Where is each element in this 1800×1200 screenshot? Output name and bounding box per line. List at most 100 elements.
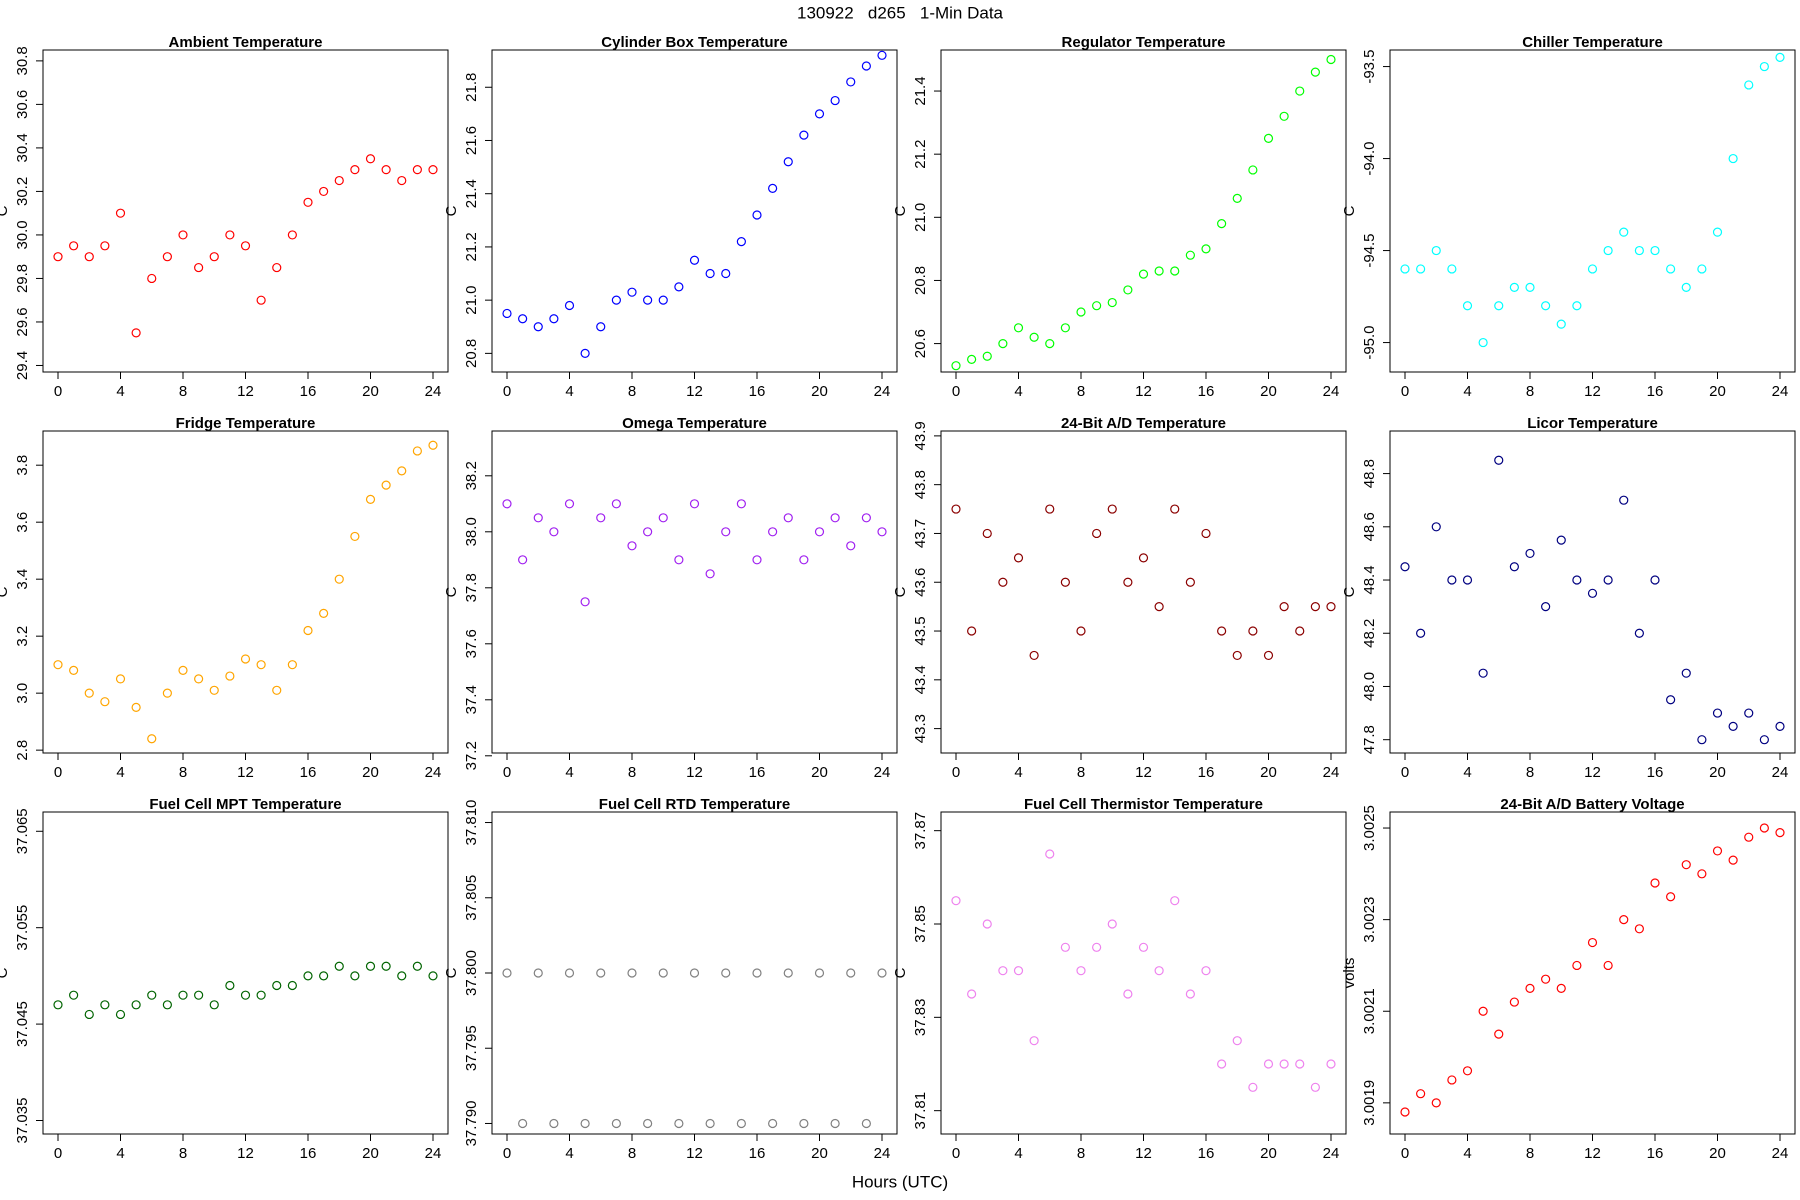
data-point [1232, 1036, 1242, 1046]
x-tick-label: 8 [628, 764, 636, 781]
x-tick-label: 12 [1135, 764, 1152, 781]
data-point [533, 322, 543, 332]
data-point [1123, 285, 1133, 295]
y-tick-label: 30.8 [14, 46, 31, 75]
data-point [1201, 966, 1211, 976]
data-point [272, 980, 282, 991]
data-point [736, 237, 746, 247]
data-point [643, 1118, 653, 1129]
data-point [721, 527, 731, 537]
data-point [1217, 219, 1227, 229]
data-point [861, 513, 871, 523]
data-point [1447, 264, 1457, 274]
data-point [53, 1000, 63, 1010]
x-tick-label: 4 [116, 764, 124, 781]
data-point [1775, 721, 1785, 731]
data-point [1697, 735, 1707, 745]
y-tick-label: 37.6 [463, 629, 480, 658]
x-tick-label: 0 [503, 383, 511, 400]
data-point [1666, 892, 1676, 902]
data-point [1201, 528, 1211, 539]
x-tick-label: 4 [1014, 1145, 1022, 1162]
data-point [319, 186, 329, 197]
data-point [1279, 602, 1289, 612]
y-axis-label: C [443, 967, 460, 978]
y-tick-label: 37.055 [14, 905, 31, 951]
data-point [147, 990, 157, 1000]
data-point [178, 990, 188, 1000]
x-tick-label: 24 [425, 1145, 442, 1162]
data-point [334, 175, 344, 186]
x-tick-label: 16 [1647, 1145, 1664, 1162]
data-point [1248, 1082, 1258, 1092]
data-point [1123, 577, 1133, 587]
plot-frame [42, 811, 449, 1135]
data-point [209, 1000, 219, 1010]
x-tick-label: 12 [686, 764, 703, 781]
data-point [365, 154, 376, 164]
data-point [397, 466, 407, 476]
data-point [967, 626, 977, 636]
data-point [256, 990, 266, 1000]
data-point [1326, 1059, 1336, 1069]
panel-title: 24-Bit A/D Battery Voltage [1500, 796, 1684, 813]
data-point [861, 61, 871, 71]
x-tick-label: 20 [811, 1145, 828, 1162]
data-point [350, 971, 360, 981]
y-tick-label: 47.8 [1361, 725, 1378, 754]
x-tick-label: 4 [1463, 383, 1471, 400]
data-point [334, 574, 344, 584]
y-tick-label: 37.810 [463, 800, 480, 846]
data-point [1697, 264, 1707, 274]
plot-frame [1389, 430, 1796, 754]
y-tick-label: 37.87 [912, 812, 929, 850]
x-tick-label: 24 [1323, 1145, 1340, 1162]
data-point [596, 513, 606, 523]
data-point [658, 968, 668, 978]
data-point [1744, 80, 1754, 90]
y-tick-label: -94.0 [1361, 141, 1378, 175]
y-tick-label: 21.8 [463, 73, 480, 102]
data-point [1076, 626, 1086, 636]
y-tick-label: -95.0 [1361, 325, 1378, 359]
data-point [783, 513, 793, 523]
data-point [814, 968, 825, 978]
y-tick-label: 37.83 [912, 999, 929, 1037]
plot-frame [491, 49, 898, 373]
y-axis-label: C [443, 586, 460, 597]
plot-frame [491, 811, 898, 1135]
data-point [689, 255, 700, 265]
data-point [1712, 846, 1723, 856]
data-point [533, 968, 543, 978]
data-point [1416, 628, 1426, 638]
data-point [1326, 602, 1336, 612]
data-point [998, 577, 1008, 587]
data-point [194, 674, 204, 684]
x-tick-label: 8 [1077, 383, 1085, 400]
y-axis-label: volts [1341, 958, 1358, 989]
y-tick-label: 37.4 [463, 685, 480, 714]
y-axis-label: C [0, 967, 11, 978]
y-tick-label: 37.800 [463, 950, 480, 996]
x-tick-label: 20 [1709, 1145, 1726, 1162]
x-tick-label: 12 [237, 764, 254, 781]
data-point [365, 961, 376, 971]
data-point [162, 688, 172, 698]
x-tick-label: 16 [1647, 764, 1664, 781]
panel-title: Fuel Cell RTD Temperature [599, 796, 790, 813]
data-point [1431, 522, 1441, 532]
x-tick-label: 8 [1526, 764, 1534, 781]
data-point [1587, 264, 1598, 274]
data-point [580, 348, 590, 358]
y-tick-label: 37.85 [912, 905, 929, 943]
x-tick-label: 4 [565, 383, 573, 400]
data-point [1572, 960, 1582, 971]
data-point [1447, 575, 1457, 585]
y-tick-label: 48.8 [1361, 459, 1378, 488]
data-point [319, 608, 329, 618]
data-point [951, 361, 961, 371]
data-point [830, 1118, 840, 1129]
data-point [115, 674, 126, 684]
data-point [1744, 832, 1754, 842]
data-point [84, 688, 94, 698]
